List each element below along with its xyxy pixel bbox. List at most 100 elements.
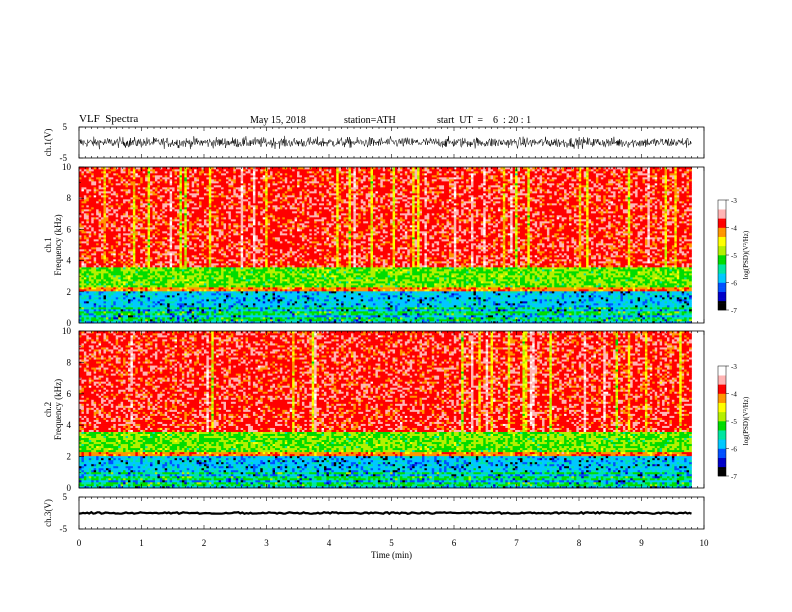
- spec1-cell: [89, 277, 92, 279]
- spec1-cell: [128, 199, 131, 201]
- spec1-cell: [113, 185, 116, 187]
- spec1-cell: [160, 233, 163, 235]
- spec1-cell: [148, 247, 151, 249]
- spec1-cell: [116, 235, 119, 237]
- spec1-cell: [162, 213, 165, 215]
- spec1-cell: [133, 289, 136, 291]
- spec1-cell: [170, 251, 173, 253]
- spec1-cell: [160, 169, 163, 171]
- spec1-cell: [130, 263, 133, 265]
- spec1-cell: [155, 191, 158, 193]
- spec1-cell: [94, 289, 97, 291]
- spec1-cell: [153, 291, 156, 293]
- spec1-cell: [167, 245, 170, 247]
- spec1-cell: [99, 245, 102, 247]
- spec1-cell: [135, 261, 138, 263]
- spec1-cell: [101, 257, 104, 259]
- spec1-cell: [121, 301, 124, 303]
- spec1-cell: [165, 293, 168, 295]
- spec1-cell: [153, 207, 156, 209]
- spec1-cell: [130, 207, 133, 209]
- spec1-cell: [106, 315, 109, 317]
- spec1-cell: [140, 207, 143, 209]
- spec1-cell: [121, 251, 124, 253]
- spec1-cell: [145, 279, 148, 281]
- spec1-cell: [101, 217, 104, 219]
- spec1-cell: [96, 193, 99, 195]
- spec1-cell: [167, 219, 170, 221]
- spec1-cell: [162, 187, 165, 189]
- spec1-cell: [138, 225, 141, 227]
- spec1-cell: [133, 241, 136, 243]
- spec1-cell: [165, 289, 168, 291]
- spec1-cell: [123, 255, 126, 257]
- spec1-cell: [145, 201, 148, 203]
- spec1-cell: [143, 301, 146, 303]
- spec1-cell: [172, 235, 175, 237]
- spec1-cell: [113, 251, 116, 253]
- spec1-cell: [126, 313, 129, 315]
- spec1-cell: [165, 267, 168, 269]
- spec1-cell: [104, 291, 107, 293]
- spec1-cell: [157, 287, 160, 289]
- spec1-cell: [106, 203, 109, 205]
- spec1-cell: [79, 225, 82, 227]
- spec1-cell: [148, 241, 151, 243]
- spec1-cell: [94, 271, 97, 273]
- spec1-cell: [104, 255, 107, 257]
- spec1-cell: [133, 197, 136, 199]
- spec1-cell: [101, 277, 104, 279]
- spec1-cell: [111, 187, 114, 189]
- spec1-cell: [118, 309, 121, 311]
- spec1-cell: [170, 233, 173, 235]
- spec1-cell: [118, 235, 121, 237]
- spec1-cell: [157, 227, 160, 229]
- spec1-cell: [150, 257, 153, 259]
- spec1-cell: [116, 301, 119, 303]
- spec1-cell: [121, 177, 124, 179]
- spec1-cell: [101, 267, 104, 269]
- spec1-cell: [108, 313, 111, 315]
- spec1-cell: [123, 171, 126, 173]
- spec1-cell: [172, 229, 175, 231]
- spec1-cell: [126, 305, 129, 307]
- spec1-cell: [145, 171, 148, 173]
- spec1-cell: [167, 293, 170, 295]
- spec1-cell: [150, 295, 153, 297]
- spec1-cell: [145, 203, 148, 205]
- spec1-cell: [157, 311, 160, 313]
- spec1-cell: [99, 235, 102, 237]
- spec1-cell: [86, 243, 89, 245]
- spec1-cell: [101, 219, 104, 221]
- spec1-cell: [86, 297, 89, 299]
- spec1-cell: [155, 237, 158, 239]
- spec1-cell: [86, 237, 89, 239]
- spec1-cell: [157, 315, 160, 317]
- spec1-cell: [89, 257, 92, 259]
- spec1-cell: [162, 235, 165, 237]
- spec1-cell: [121, 233, 124, 235]
- spec1-cell: [89, 295, 92, 297]
- spec1-cell: [165, 279, 168, 281]
- spec1-cell: [157, 277, 160, 279]
- spec1-cell: [94, 273, 97, 275]
- spec1-cell: [130, 177, 133, 179]
- spec1-cell: [165, 257, 168, 259]
- spec1-cell: [148, 177, 151, 179]
- spec1-cell: [133, 189, 136, 191]
- spec1-cell: [108, 231, 111, 233]
- spec1-cell: [140, 269, 143, 271]
- spec1-cell: [96, 265, 99, 267]
- spec1-cell: [128, 193, 131, 195]
- spec1-cell: [101, 245, 104, 247]
- spec1-cell: [167, 239, 170, 241]
- spec1-cell: [162, 207, 165, 209]
- spec1-cell: [135, 193, 138, 195]
- spec1-cell: [150, 279, 153, 281]
- spec1-cell: [153, 309, 156, 311]
- spec1-cell: [167, 213, 170, 215]
- spec1-cell: [113, 169, 116, 171]
- spec1-cell: [157, 271, 160, 273]
- spec1-cell: [106, 297, 109, 299]
